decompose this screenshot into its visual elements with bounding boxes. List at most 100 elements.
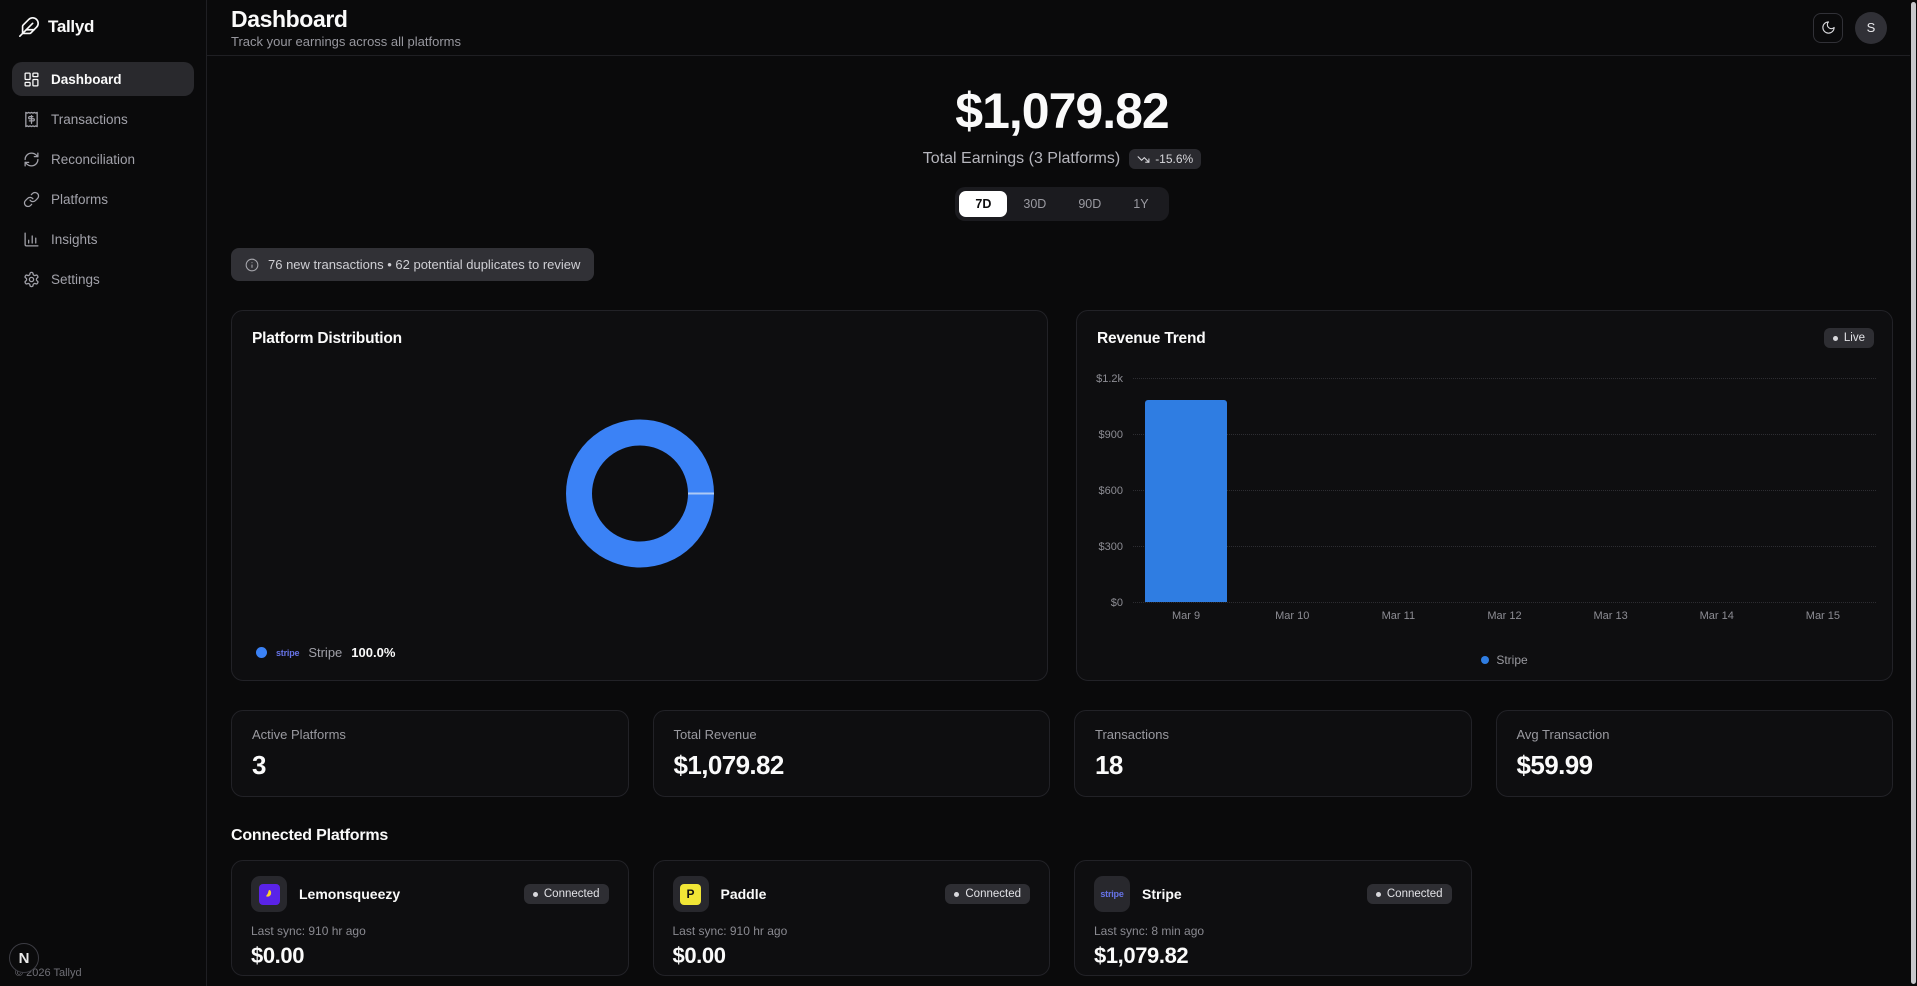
- refresh-icon: [24, 151, 39, 167]
- sidebar-item-label: Settings: [51, 271, 100, 287]
- range-button-7d[interactable]: 7D: [959, 191, 1008, 217]
- date-range-toggle: 7D 30D 90D 1Y: [955, 187, 1169, 221]
- stat-value: $1,079.82: [673, 750, 785, 780]
- range-button-90d[interactable]: 90D: [1062, 191, 1117, 217]
- y-axis-tick: $0: [1110, 597, 1123, 609]
- dashboard-content: $1,079.82 Total Earnings (3 Platforms) -…: [207, 56, 1917, 986]
- connected-label: Connected: [965, 888, 1021, 900]
- stat-card-active-platforms: Active Platforms 3: [231, 710, 629, 797]
- link-icon: [23, 191, 40, 207]
- stat-label: Avg Transaction: [1516, 727, 1610, 742]
- live-dot-icon: [1832, 335, 1838, 341]
- legend-color-dot: [256, 647, 267, 658]
- page-subtitle: Track your earnings across all platforms: [231, 34, 461, 49]
- theme-toggle-button[interactable]: [1813, 12, 1843, 43]
- sidebar: Tallyd Dashboard Transactions: [0, 0, 207, 986]
- live-badge: Live: [1823, 328, 1874, 348]
- revenue-trend-card: Revenue Trend Live $1.2k $900 $600 $300 $0 Ma…: [1076, 310, 1893, 681]
- range-button-1y[interactable]: 1Y: [1117, 191, 1164, 217]
- user-avatar[interactable]: S: [1855, 11, 1887, 44]
- platform-sync: Last sync: 8 min ago: [1094, 924, 1205, 938]
- topbar-controls: S: [1813, 11, 1887, 44]
- main-area: Dashboard Track your earnings across all…: [207, 0, 1917, 986]
- sidebar-item-settings[interactable]: Settings: [12, 262, 194, 296]
- stripe-icon: stripe: [1094, 876, 1130, 912]
- connected-badge: Connected: [945, 884, 1030, 904]
- platform-card-stripe[interactable]: stripe Stripe Connected Last sync: 8 min…: [1074, 860, 1472, 976]
- stat-value: $59.99: [1516, 750, 1594, 780]
- transactions-banner[interactable]: 76 new transactions • 62 potential dupli…: [231, 248, 595, 281]
- platform-amount: $0.00: [251, 943, 305, 968]
- platform-head: stripe Stripe Connected: [1094, 876, 1452, 912]
- lemonsqueezy-icon: [251, 876, 287, 912]
- gridline: $0: [1111, 597, 1876, 609]
- revenue-legend: Stripe: [1133, 653, 1876, 667]
- donut-chart[interactable]: [565, 418, 715, 573]
- total-earnings-value: $1,079.82: [955, 83, 1169, 139]
- connected-platforms-heading: Connected Platforms: [231, 827, 389, 844]
- platform-distribution-card: Platform Distribution stripe Stripe 100.…: [231, 310, 1048, 681]
- trending-down-icon: [1137, 155, 1150, 163]
- x-axis-tick: Mar 15: [1805, 610, 1841, 622]
- brand-name: Tallyd: [48, 17, 95, 36]
- stripe-wordmark-icon: stripe: [1100, 889, 1124, 899]
- bar-chart-icon: [24, 231, 39, 247]
- platform-amount: $1,079.82: [1094, 943, 1189, 968]
- scrollbar-thumb[interactable]: [1911, 2, 1916, 984]
- sidebar-item-dashboard[interactable]: Dashboard: [12, 62, 194, 96]
- total-earnings-label: Total Earnings (3 Platforms): [922, 150, 1121, 167]
- y-axis-tick: $600: [1098, 485, 1123, 497]
- platform-card-paddle[interactable]: P Paddle Connected Last sync: 910 hr ago…: [652, 860, 1050, 976]
- status-dot-icon: [1375, 891, 1381, 897]
- sidebar-item-insights[interactable]: Insights: [12, 222, 194, 256]
- change-value: -15.6%: [1155, 152, 1194, 166]
- x-axis-tick: Mar 14: [1699, 610, 1734, 622]
- stat-value: 3: [252, 750, 266, 780]
- x-axis-tick: Mar 11: [1381, 610, 1416, 622]
- page-title: Dashboard: [231, 6, 348, 32]
- stat-label: Active Platforms: [252, 727, 346, 742]
- platform-name: Paddle: [720, 886, 767, 902]
- paddle-glyph-icon: P: [680, 883, 701, 905]
- platform-card-lemonsqueezy[interactable]: Lemonsqueezy Connected Last sync: 910 hr…: [231, 860, 629, 976]
- gridline: $600: [1099, 485, 1876, 497]
- status-dot-icon: [532, 891, 538, 897]
- charts-row: Platform Distribution stripe Stripe 100.…: [231, 310, 1893, 681]
- platform-name: Stripe: [1142, 886, 1182, 902]
- revenue-legend-label: Stripe: [1496, 653, 1528, 667]
- stat-label: Transactions: [1095, 727, 1169, 742]
- app-logo: Tallyd: [0, 0, 206, 38]
- total-earnings-caption: Total Earnings (3 Platforms) -15.6%: [922, 149, 1202, 169]
- connected-label: Connected: [543, 888, 600, 900]
- sidebar-item-transactions[interactable]: Transactions: [12, 102, 194, 136]
- scrollbar[interactable]: [1910, 0, 1917, 986]
- stats-row: Active Platforms 3 Total Revenue $1,079.…: [231, 710, 1893, 797]
- range-button-30d[interactable]: 30D: [1007, 191, 1062, 217]
- stat-value: 18: [1095, 750, 1123, 780]
- sidebar-item-label: Reconciliation: [51, 151, 136, 167]
- sidebar-item-label: Platforms: [51, 191, 109, 207]
- sidebar-nav: Dashboard Transactions Reconciliation: [0, 62, 206, 296]
- connected-badge: Connected: [1366, 884, 1452, 904]
- sidebar-item-reconciliation[interactable]: Reconciliation: [12, 142, 194, 176]
- legend-label: Stripe: [308, 645, 343, 660]
- nextjs-dev-badge[interactable]: N: [9, 943, 39, 973]
- platform-head: P Paddle Connected: [672, 876, 1030, 912]
- connected-badge: Connected: [523, 884, 609, 904]
- sidebar-item-label: Dashboard: [51, 71, 122, 87]
- info-icon: [245, 258, 259, 271]
- platform-head: Lemonsqueezy Connected: [251, 876, 609, 912]
- x-axis-tick: Mar 13: [1593, 610, 1628, 622]
- topbar-titles: Dashboard Track your earnings across all…: [231, 6, 461, 49]
- gear-icon: [24, 271, 39, 287]
- live-label: Live: [1843, 332, 1865, 344]
- revenue-plot[interactable]: $1.2k $900 $600 $300 $0 Mar 9 Mar 10 Mar 11 Mar …: [1096, 373, 1876, 622]
- platform-name: Lemonsqueezy: [299, 886, 401, 902]
- legend-value: 100.0%: [351, 645, 396, 660]
- x-axis-labels: Mar 9 Mar 10 Mar 11 Mar 12 Mar 13 Mar 14 Mar 1…: [1133, 610, 1876, 622]
- sidebar-item-platforms[interactable]: Platforms: [12, 182, 194, 216]
- platform-amount: $0.00: [672, 943, 726, 968]
- y-axis-tick: $1.2k: [1096, 373, 1123, 385]
- connected-label: Connected: [1386, 888, 1443, 900]
- revenue-bar[interactable]: [1145, 400, 1227, 602]
